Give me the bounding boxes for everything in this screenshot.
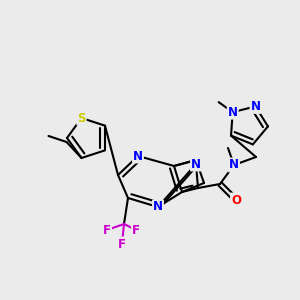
Text: N: N bbox=[153, 200, 163, 214]
Text: N: N bbox=[229, 158, 239, 172]
Text: S: S bbox=[77, 112, 86, 124]
Text: N: N bbox=[191, 158, 201, 170]
Text: F: F bbox=[118, 238, 126, 250]
Text: N: N bbox=[133, 149, 143, 163]
Text: N: N bbox=[228, 106, 238, 118]
Text: F: F bbox=[132, 224, 140, 236]
Text: O: O bbox=[231, 194, 241, 206]
Text: N: N bbox=[250, 100, 260, 113]
Text: F: F bbox=[103, 224, 111, 236]
